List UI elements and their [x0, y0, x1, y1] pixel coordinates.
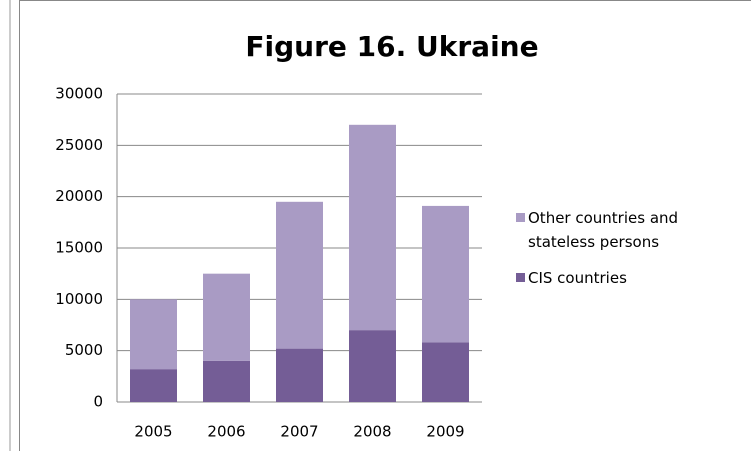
y-tick-label: 15000: [55, 239, 103, 257]
bar-segment: [349, 330, 396, 402]
legend-item: CIS countries: [516, 266, 716, 290]
bar-segment: [349, 124, 396, 331]
y-tick-label: 0: [93, 393, 103, 411]
y-tick-label: 30000: [55, 85, 103, 103]
legend-item: Other countries and stateless persons: [516, 206, 716, 254]
y-tick-label: 10000: [55, 290, 103, 308]
y-tick-label: 5000: [65, 341, 103, 359]
bar-segment: [276, 348, 323, 402]
bar-segment: [203, 273, 250, 361]
legend-swatch: [516, 213, 525, 222]
bar-segment: [130, 299, 177, 370]
bar-segment: [276, 201, 323, 349]
legend: Other countries and stateless persons CIS…: [516, 206, 716, 302]
chart-frame: [19, 0, 751, 451]
legend-label: CIS countries: [528, 269, 627, 287]
x-tick-label: 2008: [353, 423, 391, 441]
x-tick-label: 2005: [134, 423, 172, 441]
x-tick-label: 2007: [280, 423, 318, 441]
y-tick-label: 25000: [55, 136, 103, 154]
y-tick-label: 20000: [55, 187, 103, 205]
bar-segment: [130, 369, 177, 402]
x-tick-label: 2009: [426, 423, 464, 441]
bar-segment: [203, 360, 250, 402]
bar-segment: [422, 342, 469, 402]
chart-title: Figure 16. Ukraine: [245, 30, 538, 63]
legend-swatch: [516, 273, 525, 282]
x-tick-label: 2006: [207, 423, 245, 441]
bar-segment: [422, 205, 469, 343]
legend-label: Other countries and stateless persons: [528, 209, 679, 251]
